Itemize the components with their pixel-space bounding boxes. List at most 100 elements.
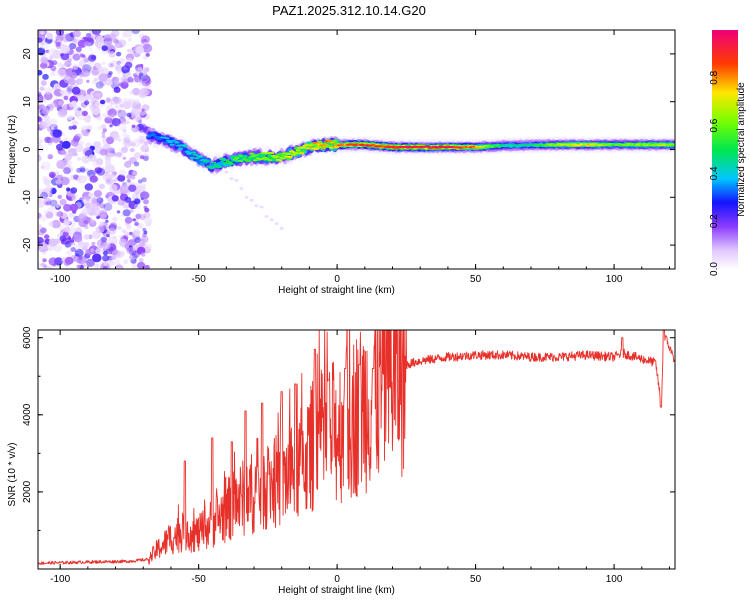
artifact-blob	[269, 218, 274, 222]
noise-blob	[108, 51, 116, 58]
colorbar-tick-label: 0.4	[709, 166, 720, 180]
colorbar-segment	[712, 125, 738, 129]
noise-blob	[72, 53, 81, 61]
noise-blob	[76, 78, 83, 85]
noise-blob	[133, 230, 140, 236]
noise-blob	[68, 125, 73, 130]
colorbar-segment	[712, 251, 738, 254]
colorbar-segment	[712, 107, 738, 111]
noise-blob	[40, 227, 47, 234]
signal-mark	[264, 158, 270, 160]
colorbar-segment	[712, 153, 738, 157]
signal-mark	[240, 155, 247, 158]
noise-blob	[138, 120, 142, 124]
noise-blob	[38, 197, 42, 201]
noise-blob	[38, 262, 42, 268]
signal-mark	[232, 158, 238, 161]
noise-blob	[118, 238, 126, 246]
noise-blob	[82, 262, 88, 268]
noise-blob	[96, 215, 100, 219]
noise-blob	[127, 247, 132, 252]
colorbar-segment	[712, 149, 738, 153]
noise-blob	[102, 250, 108, 256]
noise-blob	[77, 175, 87, 184]
colorbar-segment	[712, 185, 738, 188]
noise-blob	[72, 64, 79, 71]
colorbar-segment	[712, 155, 738, 159]
noise-blob	[43, 198, 52, 206]
signal-mark	[334, 146, 340, 149]
colorbar-segment	[712, 49, 738, 53]
signal-mark	[269, 151, 275, 154]
spec-xtick-label: 50	[470, 274, 482, 285]
colorbar-segment	[712, 41, 738, 45]
colorbar-segment	[712, 255, 738, 258]
noise-blob	[46, 33, 54, 40]
signal-mark	[197, 155, 203, 158]
noise-blob	[117, 138, 122, 142]
noise-blob	[55, 179, 62, 185]
noise-blob	[122, 121, 126, 125]
signal-mark	[327, 139, 333, 142]
noise-blob	[122, 103, 129, 109]
noise-blob	[120, 81, 129, 89]
colorbar-segment	[712, 30, 738, 33]
noise-blob	[140, 252, 146, 257]
noise-blob	[74, 248, 84, 257]
colorbar-segment	[712, 81, 738, 85]
noise-blob	[116, 51, 122, 57]
noise-blob	[145, 52, 150, 57]
colorbar-tick-label: 0.6	[709, 118, 720, 132]
noise-blob	[137, 179, 143, 184]
colorbar-segment	[712, 197, 738, 200]
colorbar-segment	[712, 75, 738, 79]
noise-blob	[81, 196, 91, 205]
colorbar-segment	[712, 133, 738, 137]
artifact-blob	[254, 204, 259, 208]
noise-blob	[40, 30, 45, 35]
noise-blob	[71, 86, 81, 95]
colorbar-segment	[712, 151, 738, 155]
spec-xtick-label: -50	[191, 274, 206, 285]
noise-blob	[46, 200, 52, 205]
noise-blob	[88, 54, 97, 62]
noise-blob	[89, 47, 93, 51]
noise-blob	[61, 132, 66, 137]
colorbar-segment	[712, 263, 738, 266]
noise-blob	[51, 219, 61, 229]
colorbar-segment	[712, 79, 738, 83]
colorbar-segment	[712, 223, 738, 226]
noise-blob	[42, 258, 47, 263]
noise-blob	[124, 216, 133, 224]
noise-blob	[53, 88, 63, 97]
signal-mark	[322, 144, 328, 147]
noise-blob	[71, 242, 75, 246]
colorbar-segment	[712, 101, 738, 105]
colorbar-segment	[712, 161, 738, 165]
noise-blob	[77, 94, 86, 102]
noise-blob	[136, 212, 145, 220]
colorbar-segment	[712, 141, 738, 145]
noise-blob	[91, 241, 96, 246]
noise-blob	[40, 56, 49, 64]
colorbar-segment	[712, 63, 738, 67]
noise-blob	[97, 126, 102, 130]
noise-blob	[127, 76, 134, 83]
noise-blob	[119, 169, 127, 176]
noise-blob	[78, 140, 85, 147]
signal-mark	[194, 157, 200, 160]
colorbar-segment	[712, 37, 738, 41]
noise-blob	[40, 42, 45, 46]
noise-blob	[112, 216, 118, 222]
noise-blob	[61, 257, 66, 261]
noise-blob	[38, 144, 45, 153]
noise-blob	[38, 236, 44, 244]
noise-blob	[49, 199, 58, 207]
noise-blob	[77, 107, 82, 111]
noise-blob	[78, 72, 85, 77]
colorbar-segment	[712, 105, 738, 109]
noise-blob	[134, 198, 141, 205]
signal-mark	[191, 151, 197, 154]
noise-blob	[101, 131, 106, 135]
